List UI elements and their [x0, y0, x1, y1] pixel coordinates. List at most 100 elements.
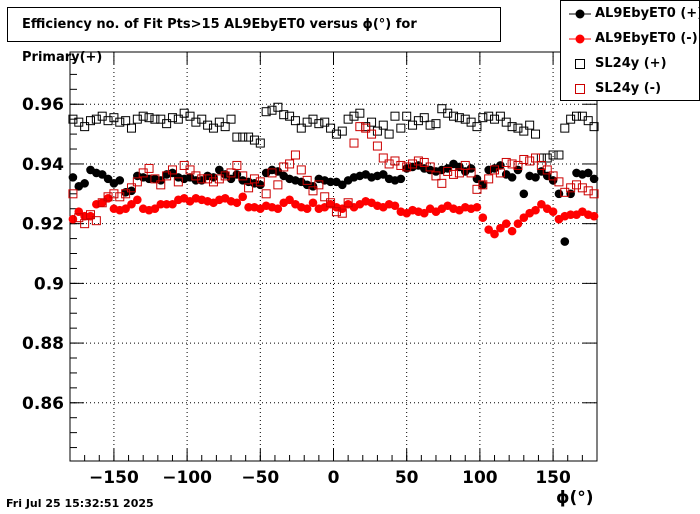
data-point: [255, 177, 265, 187]
data-point: [542, 165, 552, 175]
data-point: [589, 211, 599, 221]
data-point: [121, 189, 131, 199]
data-point: [308, 198, 318, 208]
data-point: [144, 113, 154, 123]
data-point: [167, 113, 177, 123]
data-point: [115, 176, 125, 185]
data-point: [589, 174, 599, 184]
data-point: [361, 123, 371, 133]
data-point: [554, 177, 564, 187]
data-point: [396, 123, 406, 133]
y-tick-label: 0.86: [22, 394, 64, 414]
data-point: [314, 180, 324, 190]
data-point: [296, 123, 306, 133]
data-point: [162, 119, 172, 129]
data-point: [367, 117, 377, 127]
data-point: [431, 119, 441, 129]
data-point: [472, 202, 482, 212]
data-point: [507, 122, 517, 132]
data-point: [68, 173, 78, 182]
data-point: [384, 159, 394, 169]
data-point: [238, 132, 248, 142]
data-point: [349, 138, 359, 148]
data-point: [554, 189, 564, 199]
data-point: [378, 120, 388, 130]
data-point: [103, 192, 113, 202]
data-point: [472, 122, 482, 132]
data-point: [589, 189, 599, 199]
legend-marker-open-square-red: [575, 84, 585, 94]
data-point: [320, 117, 330, 127]
data-point: [466, 168, 476, 178]
data-point: [443, 166, 453, 176]
data-point: [203, 174, 213, 184]
x-axis-label: ϕ(°): [556, 488, 594, 508]
data-point: [109, 189, 119, 199]
data-point: [127, 186, 136, 196]
data-point: [226, 114, 236, 124]
data-point: [437, 178, 447, 188]
data-point: [507, 173, 517, 182]
data-point: [220, 171, 230, 181]
data-point: [261, 189, 271, 199]
data-point: [97, 170, 107, 179]
data-point: [238, 171, 248, 181]
legend-item-al9-plus: AL9EbyET0 (+): [561, 2, 700, 26]
data-point: [537, 199, 546, 209]
data-point: [431, 171, 441, 181]
data-point: [513, 123, 523, 133]
data-point: [249, 174, 259, 184]
data-point: [460, 114, 470, 124]
data-point: [74, 213, 84, 223]
data-point: [566, 189, 575, 199]
data-point: [413, 116, 423, 126]
data-point: [80, 179, 89, 188]
data-point: [343, 198, 353, 208]
data-point: [367, 129, 377, 139]
chart-title-text: Efficiency no. of Fit Pts>15 AL9EbyET0 v…: [22, 17, 417, 65]
data-point: [326, 123, 336, 133]
data-point: [126, 183, 136, 193]
data-point: [378, 170, 388, 179]
data-point: [279, 110, 289, 120]
data-point: [449, 169, 459, 179]
data-point: [484, 111, 494, 121]
data-point: [132, 114, 142, 124]
data-point: [320, 192, 330, 202]
data-point: [495, 168, 505, 178]
data-point: [536, 153, 546, 163]
y-tick-label: 0.88: [22, 334, 64, 354]
data-point: [513, 219, 523, 228]
data-point: [566, 114, 576, 124]
data-point: [185, 111, 195, 121]
data-point: [566, 183, 576, 193]
legend: AL9EbyET0 (+) AL9EbyET0 (-) SL24y (+) SL…: [560, 0, 700, 101]
data-point: [302, 117, 312, 127]
data-point: [103, 174, 113, 184]
data-point: [144, 163, 154, 173]
data-point: [484, 174, 494, 184]
data-point: [290, 150, 300, 160]
data-point: [507, 226, 517, 236]
data-point: [460, 160, 470, 170]
data-point: [402, 111, 412, 121]
data-point: [331, 207, 341, 217]
data-point: [208, 177, 218, 187]
data-point: [232, 198, 242, 208]
data-point: [80, 219, 90, 229]
data-point: [372, 126, 382, 136]
data-point: [384, 129, 394, 139]
data-point: [255, 138, 265, 148]
data-point: [501, 219, 511, 228]
data-point: [413, 156, 423, 166]
data-point: [167, 165, 177, 175]
data-point: [419, 113, 429, 123]
data-point: [273, 102, 283, 112]
data-point: [531, 153, 541, 163]
data-point: [285, 159, 295, 169]
data-point: [425, 120, 435, 130]
data-point: [572, 180, 582, 190]
data-point: [127, 199, 136, 209]
data-point: [454, 113, 464, 123]
data-point: [583, 168, 593, 178]
